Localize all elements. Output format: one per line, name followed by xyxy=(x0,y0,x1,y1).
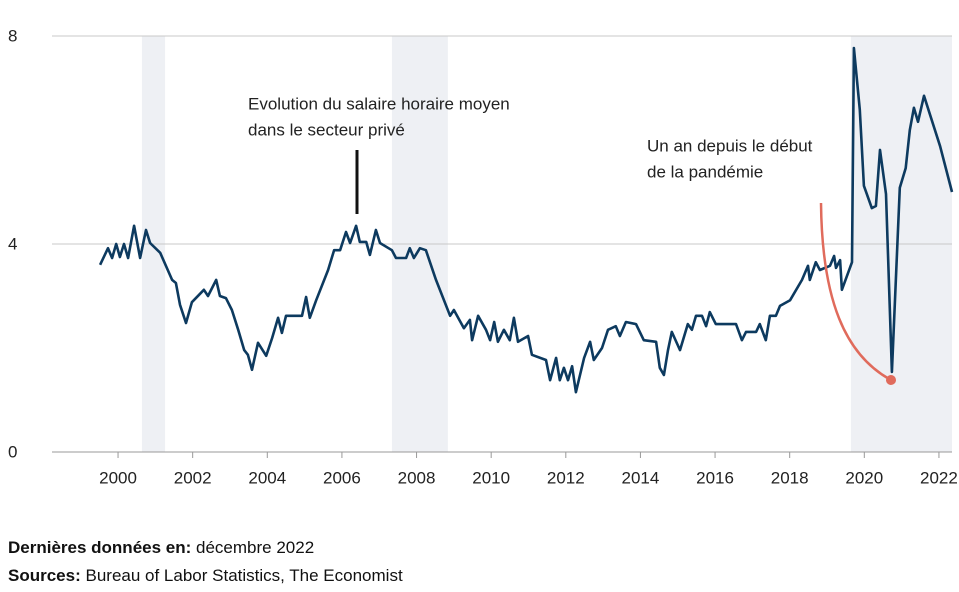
data-line xyxy=(98,46,954,394)
x-tick-label: 2014 xyxy=(622,468,660,487)
annotation-text: de la pandémie xyxy=(647,162,763,181)
x-tick-label: 2012 xyxy=(547,468,585,487)
x-tick-label: 2004 xyxy=(248,468,286,487)
footer-label: Sources: xyxy=(8,566,81,585)
annotation-text: dans le secteur privé xyxy=(248,120,405,139)
footer-label: Dernières données en: xyxy=(8,538,192,557)
x-tick-label: 2020 xyxy=(845,468,883,487)
x-tick-label: 2010 xyxy=(472,468,510,487)
y-tick-label: 8 xyxy=(8,26,17,45)
y-tick-label: 4 xyxy=(8,234,17,253)
chart: 0 4 8 2000 2002 2004 2006 2008 2010 2012 2014 2016 2… xyxy=(8,26,958,487)
footer-text: décembre 2022 xyxy=(196,538,315,557)
x-tick-label: 2016 xyxy=(696,468,734,487)
x-tick-label: 2022 xyxy=(920,468,958,487)
annotation-text: Evolution du salaire horaire moyen xyxy=(248,94,510,113)
footer-line: Dernières données en: décembre 2022 xyxy=(8,538,314,558)
footer-text: Bureau of Labor Statistics, The Economis… xyxy=(85,566,403,585)
footer-line: Sources: Bureau of Labor Statistics, The… xyxy=(8,566,403,586)
x-tick-label: 2008 xyxy=(398,468,436,487)
y-tick-label: 0 xyxy=(8,442,17,461)
x-tick-label: 2000 xyxy=(99,468,137,487)
x-tick-label: 2002 xyxy=(174,468,212,487)
page: 0 4 8 2000 2002 2004 2006 2008 2010 2012 2014 2016 2… xyxy=(8,26,958,585)
annotation-curve xyxy=(819,202,892,382)
annotation-text: Un an depuis le début xyxy=(647,136,813,155)
annotation-dot xyxy=(886,375,896,385)
x-tick-label: 2018 xyxy=(771,468,809,487)
x-tick-label: 2006 xyxy=(323,468,361,487)
